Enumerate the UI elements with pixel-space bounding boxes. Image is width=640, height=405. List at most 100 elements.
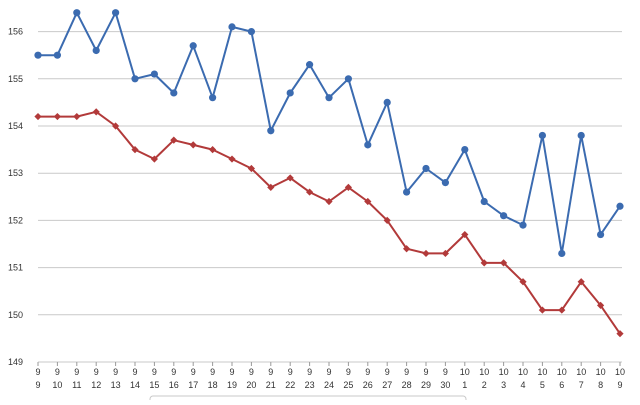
x-tick-month-label: 9 xyxy=(132,367,137,377)
series-1-point xyxy=(92,46,100,55)
x-tick-month-label: 9 xyxy=(326,367,331,377)
x-tick-month-label: 10 xyxy=(479,367,489,377)
x-tick-day-label: 13 xyxy=(111,380,121,390)
x-tick-day-label: 27 xyxy=(382,380,392,390)
x-tick-month-label: 10 xyxy=(537,367,547,377)
series-2-point xyxy=(364,197,372,206)
series-2-point xyxy=(209,146,217,154)
x-tick-month-label: 10 xyxy=(460,367,470,377)
x-tick-month-label: 9 xyxy=(210,367,215,377)
series-2-point xyxy=(500,259,508,267)
series-2-point xyxy=(461,230,469,239)
x-tick-day-label: 18 xyxy=(208,380,218,390)
series-2-point xyxy=(344,183,352,191)
x-tick-month-label: 10 xyxy=(499,367,509,377)
series-1-point xyxy=(597,230,605,239)
series-1-point xyxy=(364,141,372,149)
x-tick-day-label: 3 xyxy=(501,380,506,390)
x-tick-month-label: 9 xyxy=(152,367,157,377)
y-tick-label: 149 xyxy=(8,357,23,367)
x-tick-day-label: 25 xyxy=(343,380,353,390)
series-1-point xyxy=(383,98,391,106)
y-tick-label: 155 xyxy=(8,74,23,84)
x-tick-month-label: 9 xyxy=(346,367,351,377)
series-2-point xyxy=(53,112,61,121)
series-1-point xyxy=(577,131,585,140)
x-tick-day-label: 8 xyxy=(598,380,603,390)
series-2-point xyxy=(131,146,139,154)
series-1-point xyxy=(247,28,255,36)
x-tick-month-label: 9 xyxy=(307,367,312,377)
x-tick-month-label: 9 xyxy=(94,367,99,377)
series-1-point xyxy=(403,188,411,196)
series-1-point xyxy=(500,212,508,220)
x-tick-day-label: 14 xyxy=(130,380,140,390)
series-2-point xyxy=(422,249,430,258)
series-1-point xyxy=(209,94,217,102)
x-tick-day-label: 23 xyxy=(305,380,315,390)
series-2-point xyxy=(150,155,158,163)
x-tick-month-label: 9 xyxy=(229,367,234,377)
x-tick-month-label: 10 xyxy=(576,367,586,377)
x-tick-day-label: 22 xyxy=(285,380,295,390)
series-layer xyxy=(34,9,624,338)
series-2-point xyxy=(597,301,605,309)
x-tick-month-label: 9 xyxy=(385,367,390,377)
series-1-point xyxy=(461,146,469,154)
series-2-point xyxy=(189,141,197,149)
series-1-point xyxy=(150,70,158,78)
x-tick-day-label: 1 xyxy=(462,380,467,390)
x-tick-day-label: 12 xyxy=(91,380,101,390)
x-tick-day-label: 29 xyxy=(421,380,431,390)
series-1-point xyxy=(34,51,42,59)
x-tick-month-label: 9 xyxy=(35,367,40,377)
series-2-point xyxy=(247,164,255,173)
series-2-point xyxy=(306,188,314,196)
x-tick-month-label: 10 xyxy=(557,367,567,377)
series-2-point xyxy=(558,306,566,314)
x-axis: 9991091191291391491591691791891992092192… xyxy=(35,362,625,390)
x-tick-month-label: 9 xyxy=(288,367,293,377)
series-1-point xyxy=(538,131,547,140)
x-tick-day-label: 28 xyxy=(402,380,412,390)
series-1-point xyxy=(325,94,333,102)
series-1-point xyxy=(519,221,527,229)
series-2-point xyxy=(286,174,294,182)
series-2-point xyxy=(92,108,100,116)
x-tick-day-label: 15 xyxy=(149,380,159,390)
series-1-point xyxy=(306,61,314,69)
series-1-point xyxy=(131,75,139,83)
x-tick-day-label: 7 xyxy=(579,380,584,390)
x-tick-month-label: 9 xyxy=(404,367,409,377)
series-2-point xyxy=(538,306,546,314)
series-1-point xyxy=(422,164,430,173)
series-2-point xyxy=(34,112,42,121)
x-tick-day-label: 19 xyxy=(227,380,237,390)
series-1-line xyxy=(38,11,621,255)
series-2-point xyxy=(112,122,120,130)
series-2-point xyxy=(616,330,624,338)
series-1-point xyxy=(228,23,236,31)
x-tick-month-label: 10 xyxy=(596,367,606,377)
series-1-point xyxy=(267,127,275,135)
series-1-point xyxy=(558,249,566,258)
y-tick-label: 153 xyxy=(8,168,23,178)
x-tick-month-label: 9 xyxy=(74,367,79,377)
series-1-point xyxy=(441,179,449,187)
series-2-point xyxy=(403,245,411,253)
series-1-point xyxy=(189,42,197,50)
x-tick-month-label: 10 xyxy=(615,367,625,377)
x-tick-day-label: 24 xyxy=(324,380,334,390)
x-tick-day-label: 20 xyxy=(246,380,256,390)
series-2-point xyxy=(577,278,585,286)
x-tick-month-label: 9 xyxy=(55,367,60,377)
x-tick-month-label: 9 xyxy=(249,367,254,377)
series-2-point xyxy=(170,136,178,144)
series-2-point xyxy=(383,216,391,224)
x-tick-month-label: 9 xyxy=(191,367,196,377)
x-tick-day-label: 21 xyxy=(266,380,276,390)
series-2-point xyxy=(519,278,527,286)
series-1-point xyxy=(344,75,352,83)
